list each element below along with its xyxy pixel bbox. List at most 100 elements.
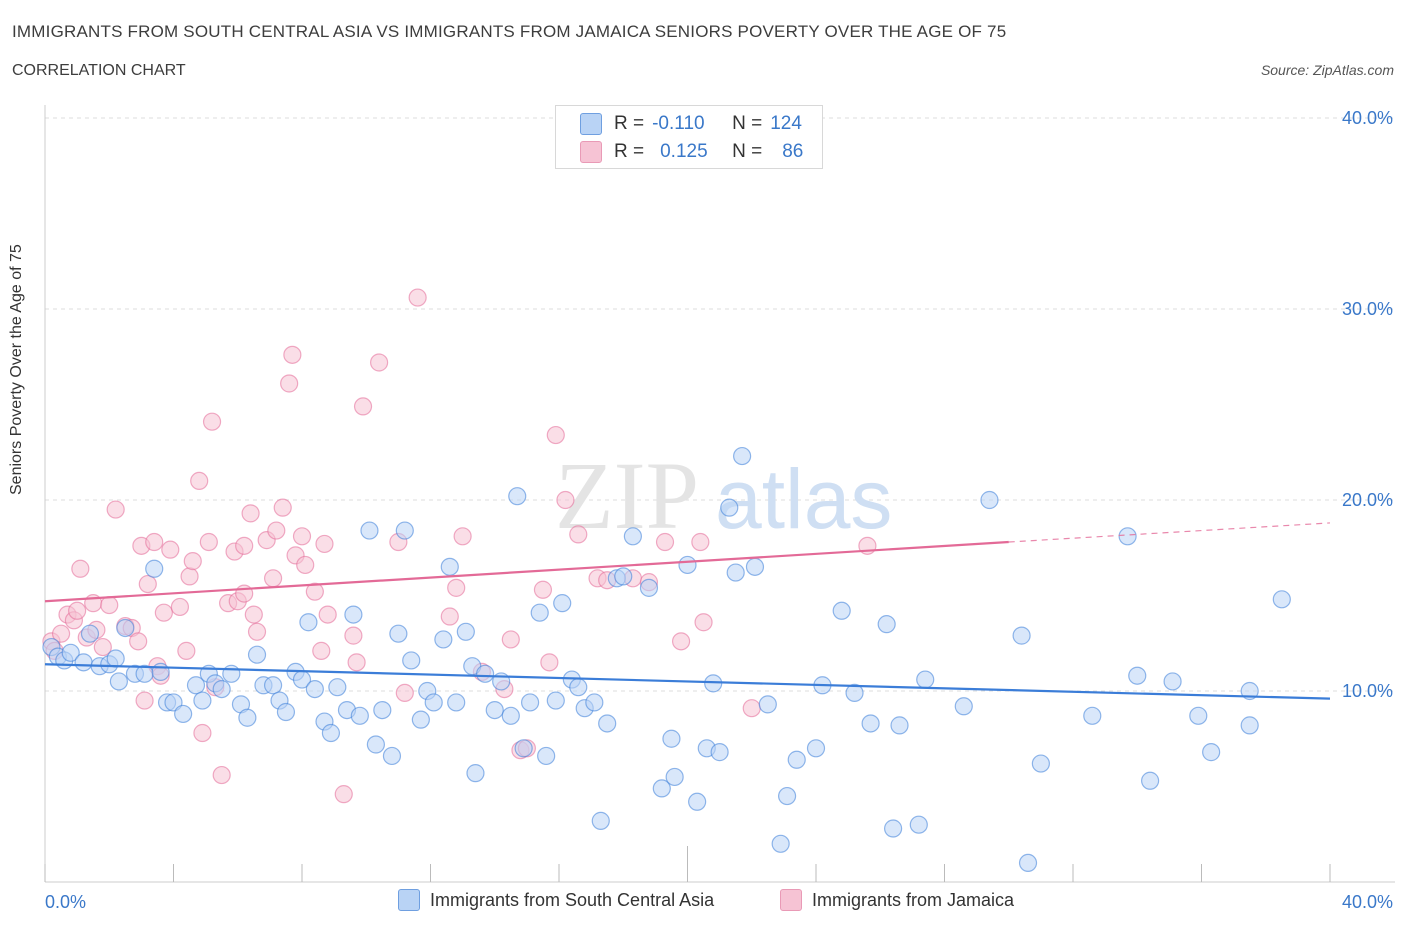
chart-subtitle: CORRELATION CHART: [12, 62, 186, 79]
data-point-south-central-asia: [1163, 672, 1182, 691]
data-point-south-central-asia: [116, 618, 135, 638]
data-point-south-central-asia: [1272, 590, 1291, 609]
data-point-south-central-asia: [832, 601, 851, 620]
data-point-jamaica: [533, 580, 553, 599]
legend-r-label-pink: R =: [614, 141, 645, 162]
data-point-south-central-asia: [845, 683, 864, 703]
data-point-south-central-asia: [514, 739, 533, 758]
data-point-south-central-asia: [193, 691, 212, 710]
data-point-jamaica: [453, 527, 472, 546]
bottom-legend-pink: Immigrants from Jamaica: [780, 889, 1014, 911]
data-point-south-central-asia: [883, 819, 903, 838]
data-point-jamaica: [691, 532, 710, 552]
data-point-jamaica: [655, 532, 675, 552]
data-point-jamaica: [318, 605, 337, 624]
data-point-south-central-asia: [758, 695, 777, 714]
data-point-jamaica: [353, 397, 373, 416]
data-point-jamaica: [135, 691, 154, 710]
legend-n-value-pink: 86: [782, 141, 804, 162]
data-point-jamaica: [556, 490, 575, 510]
data-point-south-central-asia: [476, 664, 495, 683]
bottom-legend-swatch-pink: [780, 889, 802, 911]
bottom-legend-blue: Immigrants from South Central Asia: [398, 889, 714, 911]
legend-row-pink: R = 0.125 N = 86: [580, 140, 803, 164]
data-point-south-central-asia: [1012, 626, 1031, 645]
data-point-south-central-asia: [321, 723, 341, 743]
data-point-south-central-asia: [652, 779, 671, 798]
data-point-south-central-asia: [305, 679, 324, 699]
data-point-south-central-asia: [614, 567, 633, 586]
data-point-jamaica: [247, 622, 267, 641]
y-tick-label: 10.0%: [1342, 681, 1393, 701]
data-point-south-central-asia: [1083, 706, 1102, 725]
data-point-south-central-asia: [411, 710, 430, 729]
data-point-south-central-asia: [1140, 771, 1160, 790]
data-point-south-central-asia: [1202, 743, 1221, 762]
data-point-south-central-asia: [877, 615, 896, 634]
data-point-south-central-asia: [508, 487, 527, 506]
data-point-jamaica: [671, 632, 691, 651]
data-point-south-central-asia: [466, 764, 485, 783]
data-point-south-central-asia: [1118, 527, 1137, 546]
data-point-jamaica: [540, 653, 559, 672]
data-point-jamaica: [296, 555, 315, 575]
data-point-south-central-asia: [537, 746, 556, 766]
data-point-south-central-asia: [61, 643, 80, 662]
data-point-south-central-asia: [1031, 754, 1050, 773]
data-point-south-central-asia: [440, 557, 459, 576]
data-point-south-central-asia: [598, 714, 617, 733]
data-point-south-central-asia: [263, 676, 283, 695]
data-point-south-central-asia: [485, 700, 504, 720]
bottom-legend-label-pink: Immigrants from Jamaica: [812, 889, 1015, 910]
data-point-jamaica: [241, 504, 260, 523]
data-point-south-central-asia: [434, 630, 453, 649]
data-point-jamaica: [93, 637, 112, 657]
data-point-jamaica: [212, 765, 231, 785]
legend-n-label-pink: N =: [732, 141, 763, 162]
data-point-south-central-asia: [447, 693, 466, 712]
data-point-south-central-asia: [501, 706, 520, 725]
data-point-south-central-asia: [546, 691, 565, 710]
y-tick-label: 40.0%: [1342, 108, 1393, 128]
data-point-jamaica: [177, 641, 196, 660]
legend-r-value-pink: 0.125: [660, 141, 708, 162]
data-point-south-central-asia: [639, 578, 659, 597]
data-point-south-central-asia: [424, 693, 443, 712]
data-point-jamaica: [235, 536, 254, 555]
data-point-jamaica: [305, 582, 324, 601]
legend-r-value-blue: -0.110: [652, 113, 705, 134]
data-point-jamaica: [408, 288, 427, 307]
data-point-jamaica: [312, 641, 331, 660]
data-point-south-central-asia: [382, 746, 402, 766]
data-point-south-central-asia: [222, 664, 241, 683]
data-point-south-central-asia: [678, 555, 697, 575]
data-point-south-central-asia: [145, 559, 164, 578]
data-point-south-central-asia: [247, 645, 267, 664]
data-point-jamaica: [280, 374, 299, 393]
data-point-south-central-asia: [585, 693, 604, 712]
data-point-south-central-asia: [954, 697, 973, 716]
data-point-jamaica: [154, 603, 173, 622]
bottom-legend-swatch-blue: [398, 889, 420, 911]
legend-n-label-blue: N =: [732, 113, 763, 134]
data-point-jamaica: [447, 578, 466, 597]
data-point-south-central-asia: [350, 706, 369, 725]
data-point-south-central-asia: [373, 700, 392, 720]
data-point-south-central-asia: [806, 739, 826, 758]
data-point-south-central-asia: [80, 624, 100, 643]
data-point-jamaica: [244, 605, 263, 624]
correlation-legend: R = -0.110 N = 124 R = 0.125 N = 86: [555, 105, 823, 169]
data-point-jamaica: [501, 630, 520, 649]
data-point-south-central-asia: [787, 750, 806, 769]
data-point-south-central-asia: [520, 693, 540, 712]
data-point-south-central-asia: [389, 624, 408, 643]
data-point-jamaica: [334, 785, 353, 804]
legend-r-label-blue: R =: [614, 113, 645, 134]
data-point-jamaica: [199, 532, 218, 552]
data-point-south-central-asia: [980, 490, 999, 510]
watermark-atlas: atlas: [715, 452, 892, 546]
data-point-jamaica: [569, 525, 588, 544]
data-point-jamaica: [292, 527, 312, 546]
data-point-south-central-asia: [1240, 716, 1259, 735]
